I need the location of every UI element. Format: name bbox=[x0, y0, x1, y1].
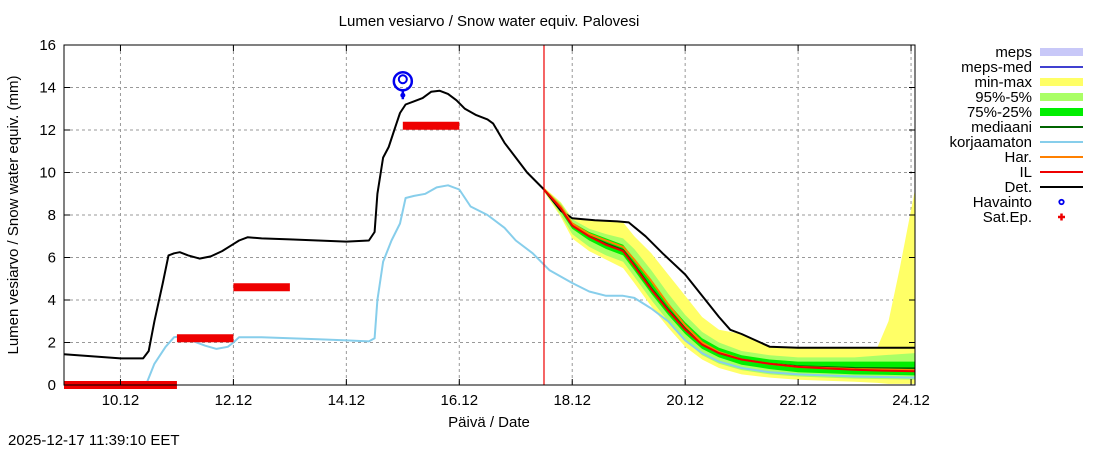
y-axis-ticks: 0 2 4 6 8 10 12 14 16 bbox=[39, 37, 915, 394]
y-tick-label: 16 bbox=[39, 37, 56, 54]
x-tick-label: 16.12 bbox=[441, 392, 479, 409]
series-det bbox=[64, 89, 915, 360]
legend-label: Har. bbox=[1004, 149, 1032, 166]
bands-layer bbox=[544, 187, 915, 384]
band-95-5- bbox=[544, 188, 915, 380]
legend-label: 95%-5% bbox=[975, 89, 1032, 106]
y-tick-label: 12 bbox=[39, 122, 56, 139]
x-axis-label: Päivä / Date bbox=[448, 414, 530, 431]
sat-ep-layer bbox=[64, 121, 460, 389]
legend-label: Sat.Ep. bbox=[983, 209, 1032, 226]
x-tick-label: 12.12 bbox=[215, 392, 253, 409]
y-tick-label: 0 bbox=[48, 377, 56, 394]
legend-swatch-95-5 bbox=[1040, 93, 1083, 101]
x-tick-label: 14.12 bbox=[328, 392, 366, 409]
y-tick-label: 8 bbox=[48, 207, 56, 224]
grid-lines bbox=[64, 45, 915, 385]
havainto-marker bbox=[392, 71, 414, 100]
legend-label: mediaani bbox=[971, 119, 1032, 136]
legend-swatch-75-25 bbox=[1040, 108, 1083, 116]
x-tick-label: 24.12 bbox=[892, 392, 930, 409]
x-tick-label: 20.12 bbox=[666, 392, 704, 409]
legend-label: min-max bbox=[974, 74, 1032, 91]
lines-layer bbox=[64, 89, 915, 385]
legend-swatch-havainto bbox=[1058, 198, 1065, 206]
legend-label: meps-med bbox=[961, 59, 1032, 76]
legend: mepsmeps-medmin-max95%-5%75%-25%mediaani… bbox=[949, 44, 1083, 226]
y-axis-label: Lumen vesiarvo / Snow water equiv. (mm) bbox=[5, 76, 22, 355]
x-tick-label: 22.12 bbox=[779, 392, 817, 409]
legend-label: IL bbox=[1019, 164, 1032, 181]
y-tick-label: 4 bbox=[48, 292, 56, 309]
series-korjaamaton bbox=[144, 184, 915, 385]
sat-ep-marker bbox=[233, 283, 290, 292]
legend-swatch-sat-ep bbox=[1058, 213, 1065, 221]
sat-ep-marker bbox=[176, 334, 234, 343]
y-tick-label: 10 bbox=[39, 165, 56, 182]
legend-swatch-meps bbox=[1040, 48, 1083, 56]
legend-label: Havainto bbox=[973, 194, 1032, 211]
y-tick-label: 2 bbox=[48, 335, 56, 352]
legend-swatch-min-max bbox=[1040, 78, 1083, 86]
chart-title: Lumen vesiarvo / Snow water equiv. Palov… bbox=[339, 13, 640, 30]
timestamp: 2025-12-17 11:39:10 EET bbox=[8, 432, 180, 449]
series-il bbox=[543, 188, 915, 373]
x-tick-label: 18.12 bbox=[553, 392, 591, 409]
havainto-layer bbox=[392, 71, 414, 100]
y-tick-label: 14 bbox=[39, 80, 56, 97]
sat-ep-marker bbox=[402, 121, 460, 130]
x-axis-ticks: 10.12 12.12 14.12 16.12 18.12 20.12 22.12 24.12 bbox=[102, 45, 930, 409]
legend-label: korjaamaton bbox=[949, 134, 1032, 151]
legend-label: meps bbox=[995, 44, 1032, 61]
y-tick-label: 6 bbox=[48, 250, 56, 267]
x-tick-label: 10.12 bbox=[102, 392, 140, 409]
legend-label: Det. bbox=[1004, 179, 1032, 196]
legend-label: 75%-25% bbox=[967, 104, 1032, 121]
